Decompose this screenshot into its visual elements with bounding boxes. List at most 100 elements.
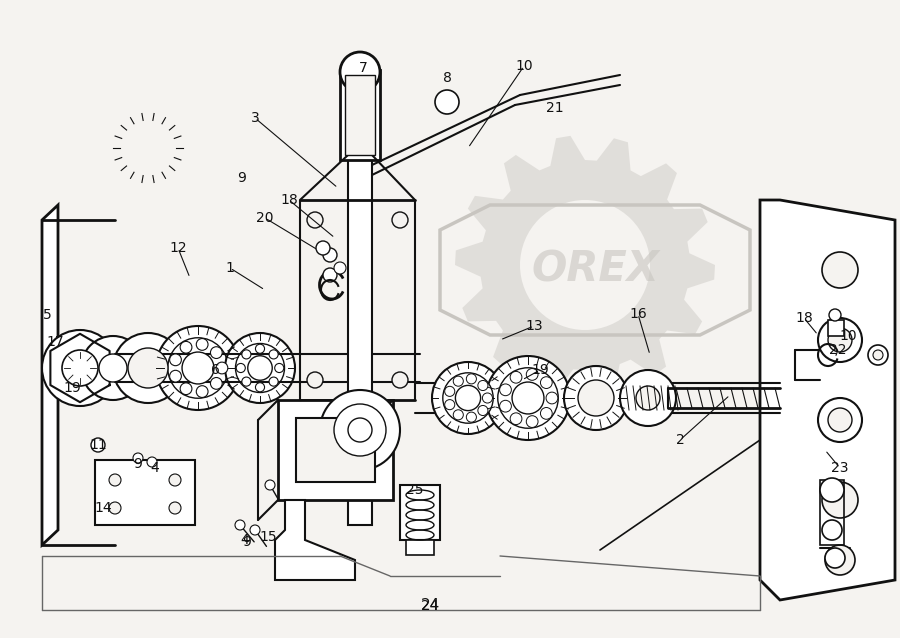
Text: 22: 22 (829, 343, 847, 357)
Text: 23: 23 (832, 461, 849, 475)
Circle shape (340, 52, 380, 92)
Circle shape (466, 412, 476, 422)
Bar (400, 485, 440, 540)
Text: 18: 18 (280, 193, 298, 207)
Text: 24: 24 (421, 599, 439, 613)
Text: 9: 9 (133, 457, 142, 471)
Circle shape (828, 408, 852, 432)
Circle shape (156, 326, 240, 410)
Circle shape (500, 384, 511, 396)
Bar (406, 540, 434, 555)
Text: 7: 7 (358, 61, 367, 75)
Circle shape (445, 399, 455, 410)
Circle shape (109, 474, 121, 486)
Circle shape (99, 354, 127, 382)
Circle shape (636, 386, 660, 410)
Polygon shape (95, 460, 195, 525)
Circle shape (274, 364, 284, 373)
Polygon shape (42, 205, 58, 545)
Circle shape (133, 453, 143, 463)
Circle shape (392, 372, 408, 388)
Text: 18: 18 (795, 311, 813, 325)
Circle shape (818, 398, 862, 442)
Circle shape (147, 457, 157, 467)
Text: 4: 4 (150, 461, 159, 475)
Circle shape (180, 383, 192, 395)
Text: 1: 1 (226, 261, 234, 275)
Circle shape (91, 438, 105, 452)
Circle shape (334, 262, 346, 274)
Bar (345, 75, 375, 155)
Circle shape (256, 344, 265, 353)
Circle shape (520, 200, 650, 330)
Circle shape (873, 350, 883, 360)
Circle shape (211, 346, 222, 359)
Circle shape (81, 336, 145, 400)
Circle shape (825, 545, 855, 575)
Bar (828, 320, 844, 336)
Circle shape (818, 318, 862, 362)
Text: 10: 10 (515, 59, 533, 73)
Text: 19: 19 (63, 381, 81, 395)
Circle shape (316, 241, 330, 255)
Text: 12: 12 (169, 241, 187, 255)
Circle shape (236, 343, 284, 392)
Circle shape (128, 348, 168, 388)
Circle shape (526, 369, 538, 380)
Text: 13: 13 (526, 319, 543, 333)
Polygon shape (760, 200, 895, 600)
Text: 3: 3 (250, 111, 259, 125)
Circle shape (256, 383, 265, 392)
Circle shape (216, 362, 228, 374)
Circle shape (109, 502, 121, 514)
Text: 20: 20 (256, 211, 274, 225)
Text: 8: 8 (443, 71, 452, 85)
Circle shape (248, 356, 272, 380)
Circle shape (868, 345, 888, 365)
Polygon shape (275, 500, 355, 580)
Circle shape (435, 90, 459, 114)
Circle shape (526, 416, 538, 427)
Circle shape (182, 352, 214, 384)
Circle shape (269, 377, 278, 386)
Circle shape (392, 212, 408, 228)
Polygon shape (455, 136, 715, 394)
Circle shape (169, 354, 182, 366)
Circle shape (169, 370, 182, 382)
Text: 9: 9 (238, 171, 247, 185)
Circle shape (478, 380, 488, 390)
Circle shape (196, 339, 208, 350)
Circle shape (564, 366, 628, 430)
Circle shape (454, 410, 464, 420)
Circle shape (242, 350, 251, 359)
Circle shape (445, 387, 455, 396)
Circle shape (242, 377, 251, 386)
Circle shape (620, 370, 676, 426)
Circle shape (466, 374, 476, 384)
Text: 21: 21 (546, 101, 563, 115)
Circle shape (541, 376, 553, 389)
Text: 14: 14 (94, 501, 112, 515)
Circle shape (829, 309, 841, 321)
Text: 25: 25 (406, 483, 424, 497)
Circle shape (348, 418, 372, 442)
Text: 6: 6 (211, 363, 220, 377)
Circle shape (482, 393, 492, 403)
Circle shape (169, 502, 181, 514)
Circle shape (546, 392, 558, 404)
Circle shape (265, 480, 275, 490)
Circle shape (113, 333, 183, 403)
Circle shape (828, 328, 852, 352)
Circle shape (307, 372, 323, 388)
Circle shape (541, 408, 553, 419)
Circle shape (510, 371, 522, 383)
Circle shape (822, 482, 858, 518)
Circle shape (235, 520, 245, 530)
Circle shape (510, 413, 522, 425)
Circle shape (323, 268, 337, 282)
Bar (820, 480, 844, 545)
Text: 24: 24 (420, 598, 439, 614)
Bar (340, 70, 380, 160)
Text: 2: 2 (676, 433, 684, 447)
Circle shape (169, 474, 181, 486)
